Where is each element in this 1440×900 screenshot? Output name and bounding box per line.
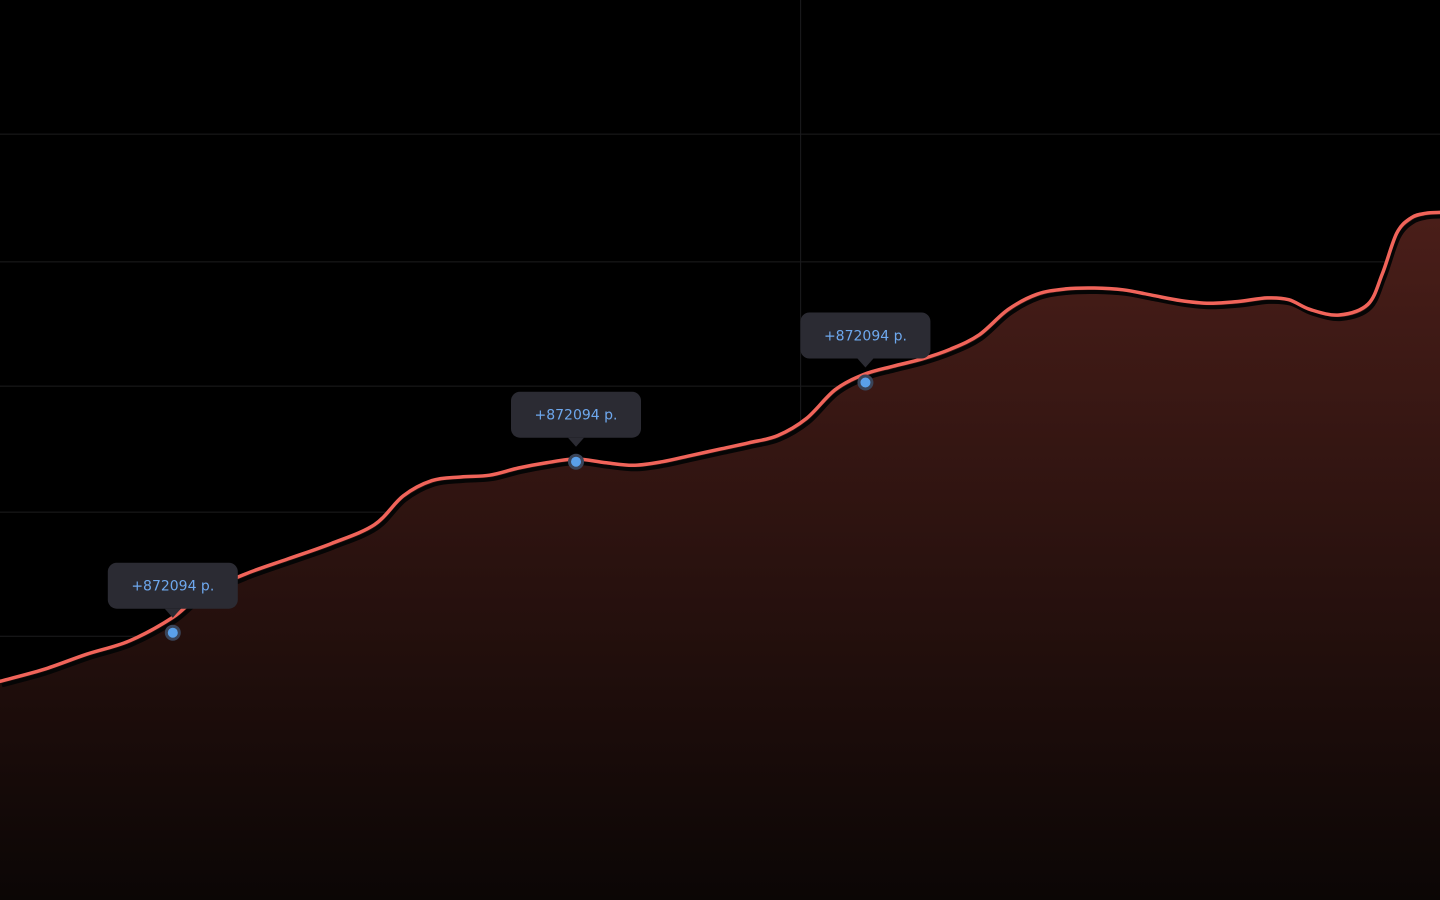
tooltip-pointer <box>568 437 584 447</box>
tooltip-label: +872094 р. <box>824 329 907 345</box>
annotation-1: +872094 р. <box>107 562 238 641</box>
tooltip-label: +872094 р. <box>131 579 214 595</box>
tooltip-box <box>511 391 641 438</box>
tooltip-box <box>107 562 238 609</box>
annotations: +872094 р. +872094 р. +872094 р. <box>107 312 931 641</box>
tooltip-label: +872094 р. <box>535 408 618 424</box>
tooltip-pointer <box>164 608 181 618</box>
series-line-shadow <box>1 214 1440 688</box>
annotation-2: +872094 р. <box>511 391 641 470</box>
tooltip-pointer <box>857 358 874 368</box>
tooltip-box <box>800 312 931 359</box>
series-line <box>0 210 1440 684</box>
data-point-marker[interactable] <box>568 453 584 470</box>
data-point-marker[interactable] <box>857 374 874 391</box>
annotation-3: +872094 р. <box>800 312 931 391</box>
data-point-marker[interactable] <box>164 624 181 641</box>
area-fill <box>0 212 1440 900</box>
